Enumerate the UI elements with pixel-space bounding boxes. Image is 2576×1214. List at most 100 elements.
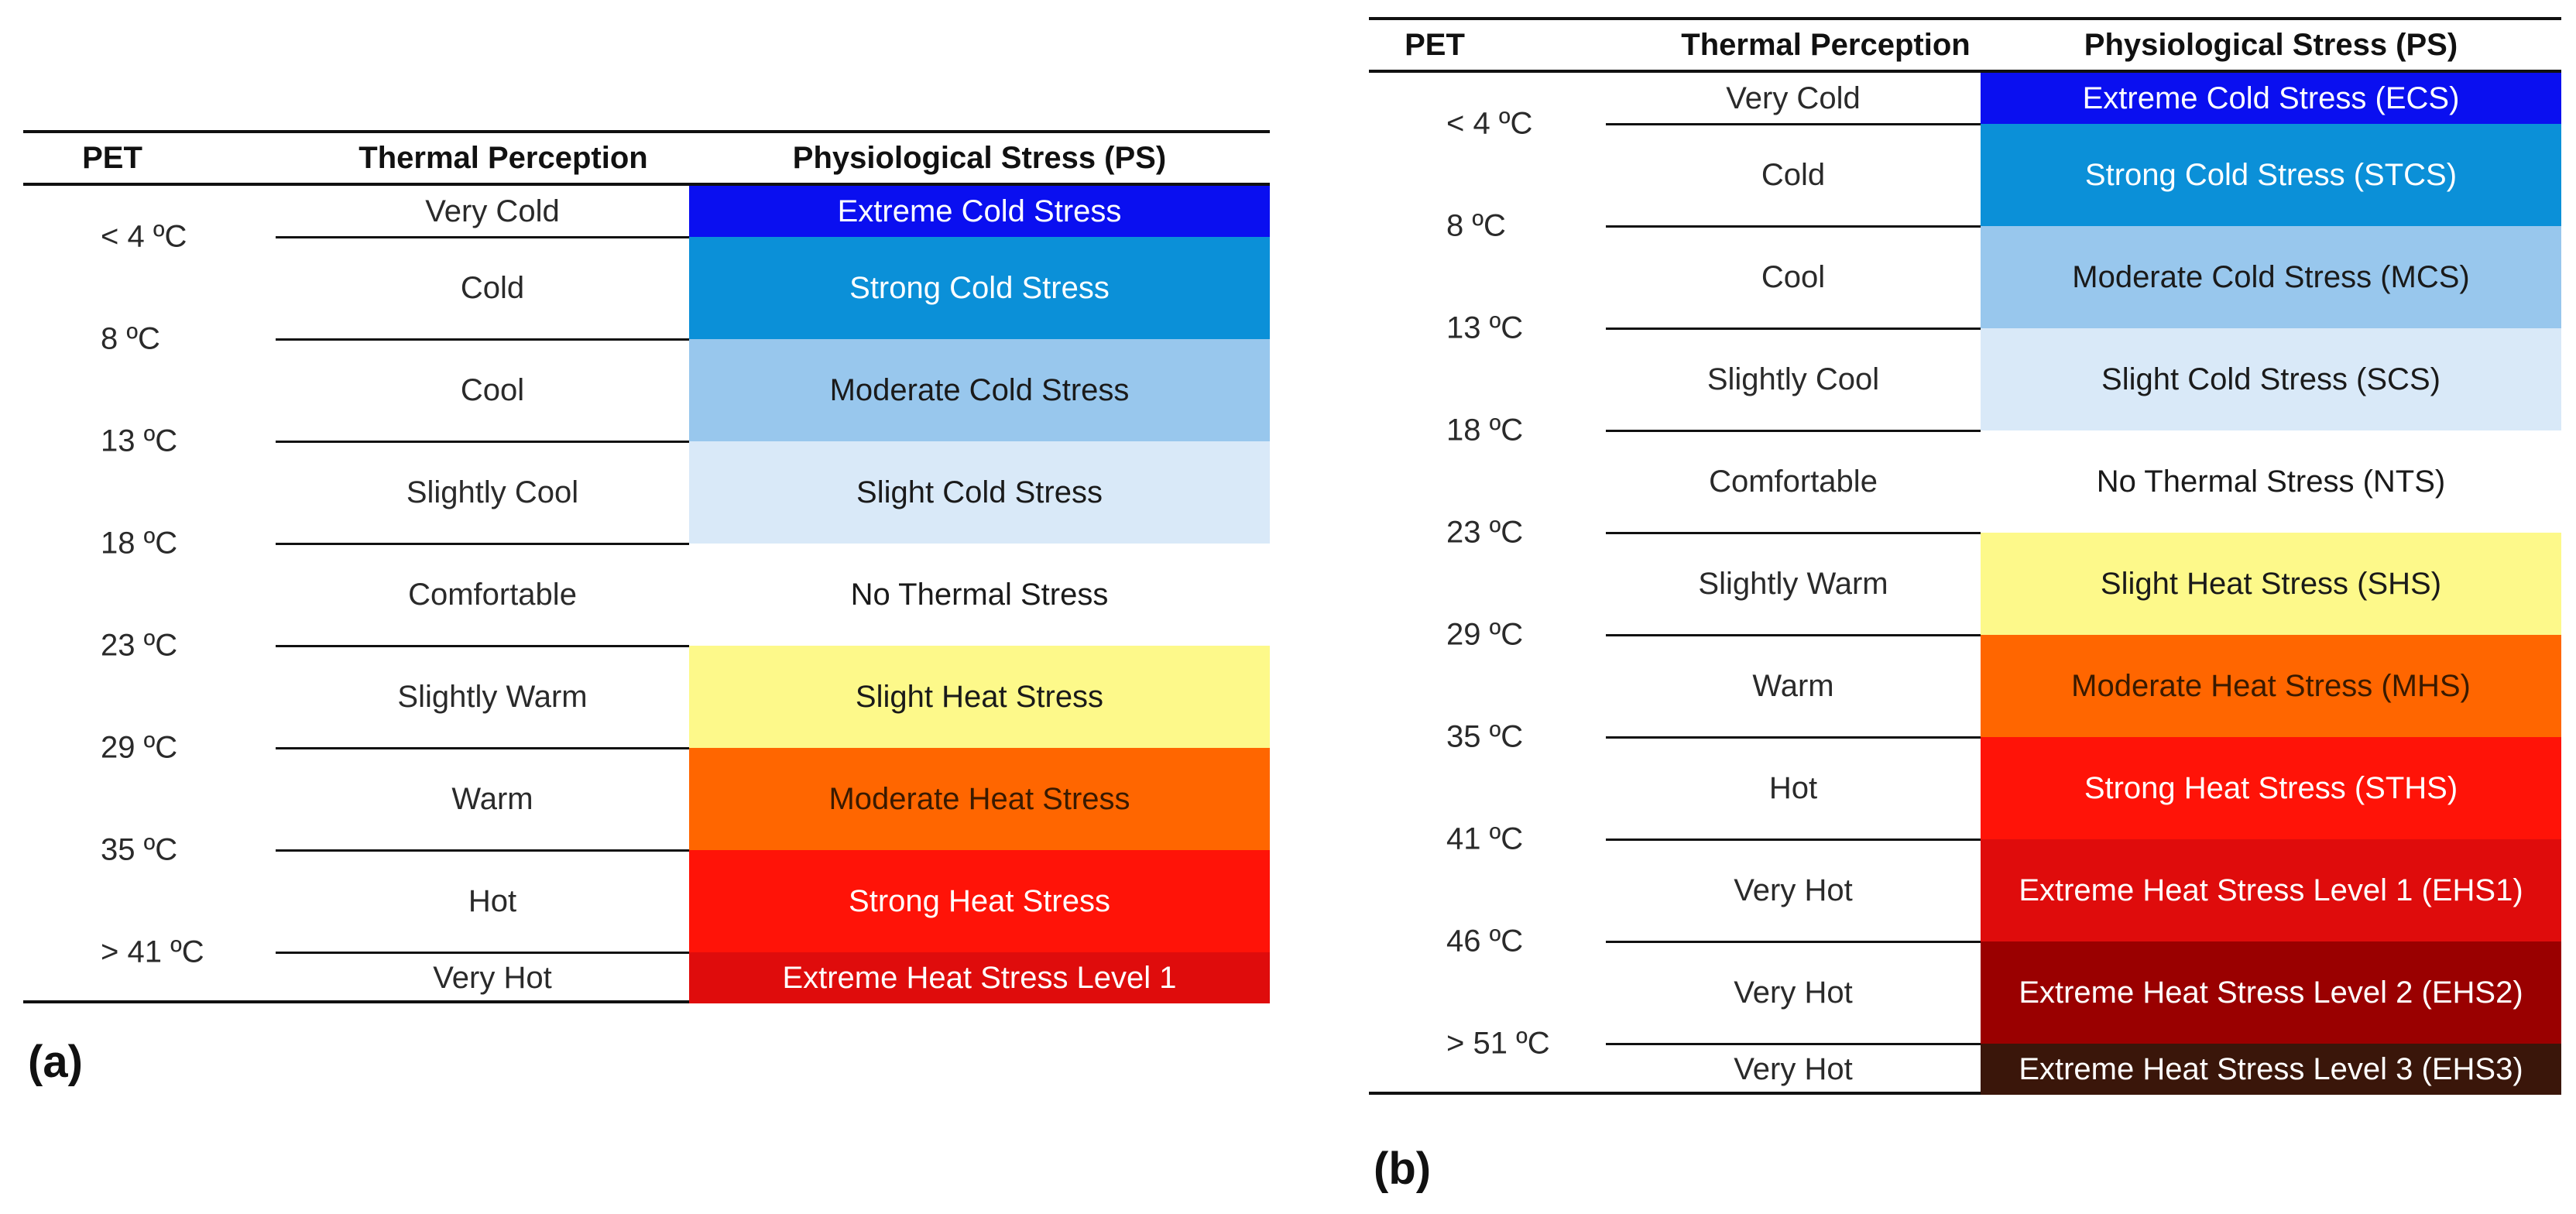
thermal-perception-cell: Cool <box>460 372 525 407</box>
thermal-perception-cell: Warm <box>451 781 533 816</box>
row-divider <box>1606 941 1981 943</box>
table-row: Slightly Warm Slight Heat Stress <box>23 646 1270 748</box>
pet-threshold-label: 18 ºC <box>1446 413 1524 448</box>
table-row: Hot Strong Heat Stress <box>23 850 1270 952</box>
thermal-perception-cell: Hot <box>468 883 517 918</box>
physiological-stress-cell: Extreme Cold Stress <box>689 186 1270 237</box>
panel-label-a: (a) <box>28 1037 83 1087</box>
thermal-perception-cell: Cold <box>460 270 525 305</box>
pet-threshold-label: 13 ºC <box>101 424 178 458</box>
pet-threshold-label: 8 ºC <box>101 321 160 356</box>
header-thermal-perception: Thermal Perception <box>1681 27 1971 62</box>
pet-threshold-label: 18 ºC <box>101 526 178 561</box>
thermal-perception-cell: Comfortable <box>1709 464 1878 499</box>
table-body: Very Cold Extreme Cold Stress (ECS) Cold St… <box>1369 73 2561 1095</box>
table-row: Comfortable No Thermal Stress (NTS) <box>1369 430 2561 533</box>
thermal-perception-cell: Cool <box>1761 259 1826 294</box>
header-physiological-stress: Physiological Stress (PS) <box>2084 27 2458 62</box>
table-row: Cool Moderate Cold Stress (MCS) <box>1369 226 2561 328</box>
table-row: Very Hot Extreme Heat Stress Level 1 <box>23 952 1270 1003</box>
pet-threshold-label: 35 ºC <box>1446 719 1524 754</box>
physiological-stress-cell: Strong Heat Stress <box>689 850 1270 952</box>
pet-threshold-label: < 4 ºC <box>1446 106 1533 141</box>
row-divider <box>276 236 689 238</box>
physiological-stress-cell: Moderate Cold Stress (MCS) <box>1981 226 2561 328</box>
pet-threshold-label: 29 ºC <box>1446 617 1524 652</box>
row-divider <box>1606 328 1981 330</box>
thermal-perception-cell: Warm <box>1752 668 1834 703</box>
thermal-perception-cell: Very Hot <box>1734 873 1853 907</box>
table-body: Very Cold Extreme Cold Stress Cold Strong C… <box>23 186 1270 1003</box>
thermal-perception-cell: Very Cold <box>425 194 560 228</box>
table-row: Cool Moderate Cold Stress <box>23 339 1270 441</box>
thermal-perception-cell: Hot <box>1768 770 1818 805</box>
physiological-stress-cell: Slight Cold Stress <box>689 441 1270 544</box>
table-row: Very Hot Extreme Heat Stress Level 2 (EHS… <box>1369 941 2561 1044</box>
row-divider <box>1606 225 1981 228</box>
row-divider <box>276 747 689 749</box>
table-row: Slightly Warm Slight Heat Stress (SHS) <box>1369 533 2561 635</box>
physiological-stress-cell: Slight Heat Stress <box>689 646 1270 748</box>
physiological-stress-cell: Slight Cold Stress (SCS) <box>1981 328 2561 430</box>
table-row: Very Cold Extreme Cold Stress (ECS) <box>1369 73 2561 124</box>
row-divider <box>1606 634 1981 636</box>
thermal-perception-cell: Slightly Cool <box>406 475 579 509</box>
physiological-stress-cell: Strong Heat Stress (STHS) <box>1981 737 2561 839</box>
pet-table-a: PET Thermal Perception Physiological Str… <box>23 130 1270 1003</box>
table-header: PET Thermal Perception Physiological Str… <box>23 130 1270 186</box>
physiological-stress-cell: Strong Cold Stress <box>689 237 1270 339</box>
table-row: Cold Strong Cold Stress (STCS) <box>1369 124 2561 226</box>
physiological-stress-cell: Extreme Cold Stress (ECS) <box>1981 73 2561 124</box>
physiological-stress-cell: Extreme Heat Stress Level 3 (EHS3) <box>1981 1044 2561 1095</box>
row-divider <box>1606 1043 1981 1045</box>
panel-label-b: (b) <box>1374 1144 1432 1194</box>
header-pet: PET <box>82 140 142 175</box>
physiological-stress-cell: Strong Cold Stress (STCS) <box>1981 124 2561 226</box>
pet-threshold-label: 41 ºC <box>1446 821 1524 856</box>
row-divider <box>1606 532 1981 534</box>
pet-threshold-label: > 41 ºC <box>101 935 204 969</box>
physiological-stress-cell: No Thermal Stress <box>689 544 1270 646</box>
row-divider <box>276 952 689 954</box>
pet-threshold-label: 46 ºC <box>1446 924 1524 959</box>
row-divider <box>1606 430 1981 432</box>
row-divider <box>1606 838 1981 841</box>
table-row: Very Cold Extreme Cold Stress <box>23 186 1270 237</box>
thermal-perception-cell: Slightly Warm <box>397 679 588 714</box>
table-row: Comfortable No Thermal Stress <box>23 544 1270 646</box>
thermal-perception-cell: Slightly Warm <box>1698 566 1888 601</box>
physiological-stress-cell: Moderate Heat Stress (MHS) <box>1981 635 2561 737</box>
physiological-stress-cell: Extreme Heat Stress Level 2 (EHS2) <box>1981 941 2561 1044</box>
pet-threshold-label: 8 ºC <box>1446 208 1506 243</box>
table-row: Slightly Cool Slight Cold Stress <box>23 441 1270 544</box>
header-thermal-perception: Thermal Perception <box>358 140 648 175</box>
thermal-perception-cell: Very Hot <box>1734 975 1853 1010</box>
table-row: Very Hot Extreme Heat Stress Level 1 (EHS… <box>1369 839 2561 941</box>
physiological-stress-cell: Slight Heat Stress (SHS) <box>1981 533 2561 635</box>
pet-threshold-label: < 4 ºC <box>101 219 187 254</box>
row-divider <box>276 849 689 852</box>
header-physiological-stress: Physiological Stress (PS) <box>792 140 1167 175</box>
pet-threshold-label: 23 ºC <box>1446 515 1524 550</box>
row-divider <box>276 645 689 647</box>
pet-threshold-label: 29 ºC <box>101 730 178 765</box>
row-divider <box>1606 123 1981 125</box>
physiological-stress-cell: Extreme Heat Stress Level 1 <box>689 952 1270 1003</box>
physiological-stress-cell: Moderate Cold Stress <box>689 339 1270 441</box>
thermal-perception-cell: Very Hot <box>1734 1051 1853 1086</box>
row-divider <box>276 338 689 341</box>
table-row: Slightly Cool Slight Cold Stress (SCS) <box>1369 328 2561 430</box>
table-row: Very Hot Extreme Heat Stress Level 3 (EHS… <box>1369 1044 2561 1095</box>
thermal-perception-cell: Very Cold <box>1726 81 1861 115</box>
physiological-stress-cell: No Thermal Stress (NTS) <box>1981 430 2561 533</box>
physiological-stress-cell: Extreme Heat Stress Level 1 (EHS1) <box>1981 839 2561 941</box>
thermal-perception-cell: Comfortable <box>408 577 577 612</box>
thermal-perception-cell: Slightly Cool <box>1706 362 1880 396</box>
row-divider <box>276 441 689 443</box>
pet-threshold-label: 13 ºC <box>1446 310 1524 345</box>
table-row: Warm Moderate Heat Stress <box>23 748 1270 850</box>
table-row: Cold Strong Cold Stress <box>23 237 1270 339</box>
pet-threshold-label: 23 ºC <box>101 628 178 663</box>
row-divider <box>276 543 689 545</box>
table-header: PET Thermal Perception Physiological Str… <box>1369 17 2561 73</box>
